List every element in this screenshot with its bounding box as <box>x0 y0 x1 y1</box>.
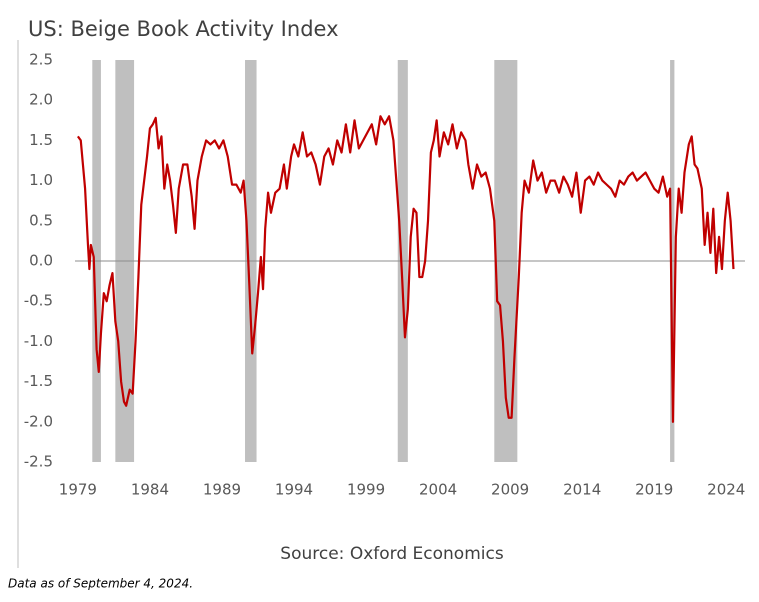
y-tick-label: 1.0 <box>29 171 53 189</box>
x-tick-label: 1984 <box>131 481 169 499</box>
x-tick-label: 2019 <box>635 481 673 499</box>
x-tick-label: 1979 <box>59 481 97 499</box>
x-tick-label: 2004 <box>419 481 457 499</box>
y-tick-label: -1.5 <box>24 372 53 390</box>
chart-title: US: Beige Book Activity Index <box>28 17 339 41</box>
y-tick-label: 1.5 <box>29 131 53 149</box>
y-tick-label: -0.5 <box>24 292 53 310</box>
source: Source: Oxford Economics <box>280 544 504 564</box>
y-tick-label: 0.0 <box>29 252 53 270</box>
y-tick-label: 0.5 <box>29 211 53 229</box>
y-tick-label: 2.5 <box>29 51 53 69</box>
x-tick-label: 1994 <box>275 481 313 499</box>
x-tick-label: 1989 <box>203 481 241 499</box>
y-tick-label: 2.0 <box>29 91 53 109</box>
y-tick-label: -2.0 <box>24 412 53 430</box>
x-tick-label: 1999 <box>347 481 385 499</box>
x-tick-label: 2014 <box>563 481 601 499</box>
footnote: Data as of September 4, 2024. <box>8 577 193 591</box>
x-tick-label: 2024 <box>707 481 745 499</box>
data-line <box>76 115 735 423</box>
y-tick-label: -1.0 <box>24 332 53 350</box>
x-tick-label: 2009 <box>491 481 529 499</box>
y-tick-label: -2.5 <box>24 453 53 471</box>
